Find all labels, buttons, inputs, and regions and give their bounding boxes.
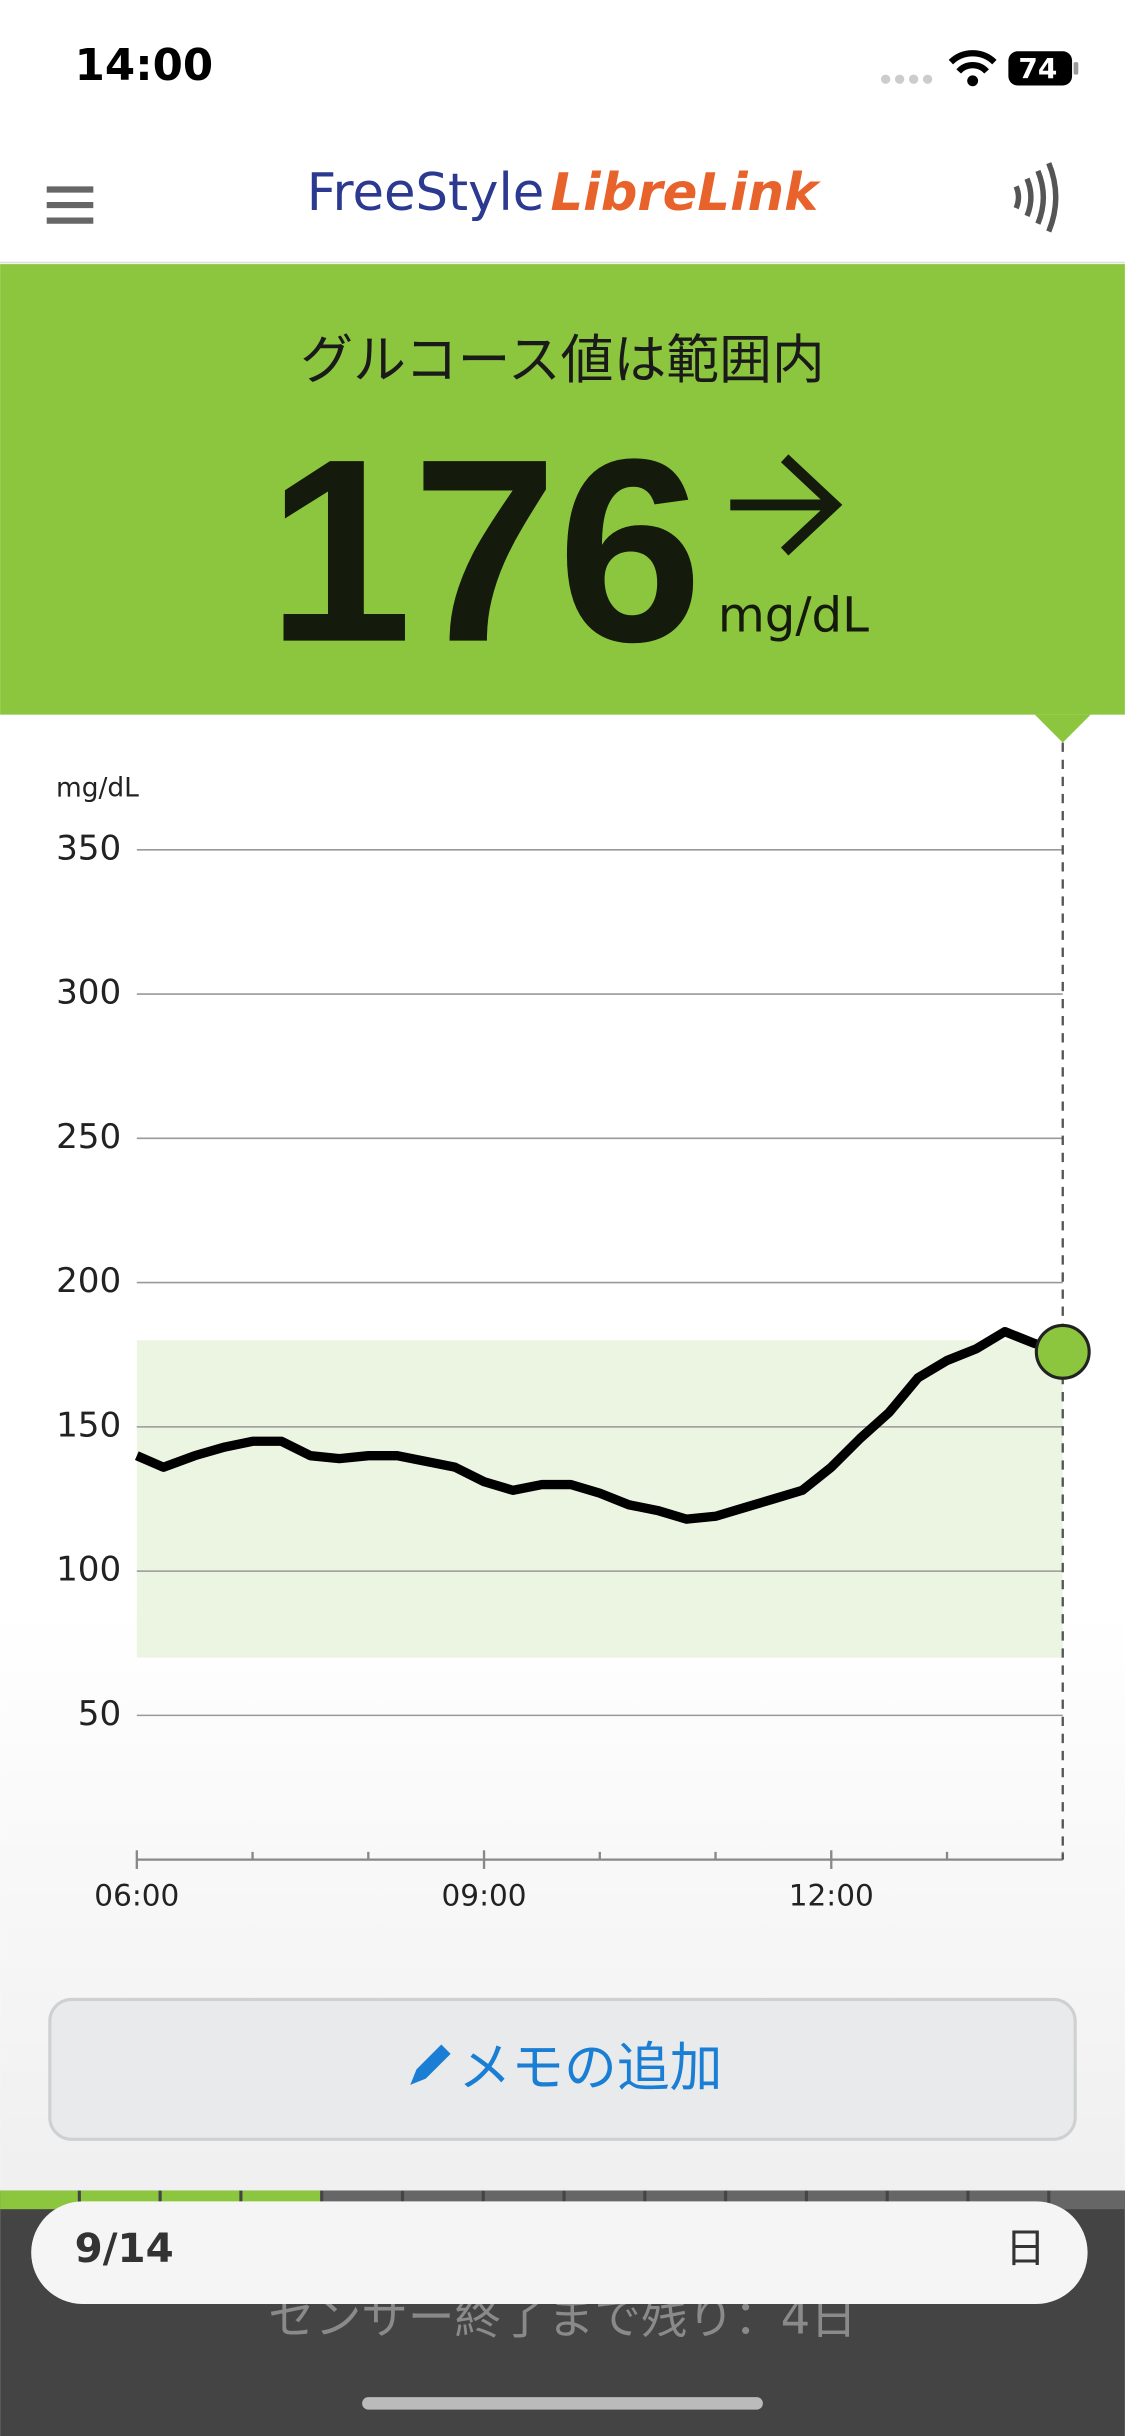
progress-segment (0, 2190, 78, 2210)
y-axis-label: mg/dL (56, 773, 139, 804)
logo-part: LibreLink (550, 163, 821, 223)
glucose-value: 176 (267, 406, 702, 697)
x-tick-label: 12:00 (789, 1878, 874, 1912)
reading-panel (0, 264, 1125, 715)
battery-level: 74 (1018, 52, 1057, 85)
wifi-dot (967, 75, 979, 87)
home-indicator (362, 2397, 763, 2410)
x-tick-label: 09:00 (442, 1878, 527, 1912)
reading-status: グルコース値は範囲内 (300, 330, 824, 391)
glucose-unit: mg/dL (718, 587, 869, 643)
pencil-icon (410, 2044, 451, 2085)
progress-segment (1050, 2190, 1125, 2210)
x-tick-label: 06:00 (94, 1878, 179, 1912)
y-tick-label: 150 (56, 1405, 121, 1445)
memo-button[interactable] (48, 1997, 1077, 2141)
date: 9/14 (75, 2225, 174, 2272)
y-tick-label: 200 (56, 1261, 121, 1301)
period: 日 (1005, 2225, 1045, 2272)
y-tick-label: 350 (56, 828, 121, 868)
scan-icon[interactable] (1013, 162, 1059, 233)
trend-arrow (730, 454, 843, 556)
chart: 50 100 150 200 250 300 350 06:00 09:00 12:00 (56, 742, 1091, 1912)
menu-icon[interactable] (46, 186, 94, 224)
signal-dots (880, 74, 933, 84)
pointer (1034, 714, 1091, 743)
y-tick-label: 100 (56, 1550, 121, 1590)
y-tick-label: 50 (78, 1694, 121, 1734)
memo-button-label[interactable]: メモの追加 (458, 2038, 722, 2099)
battery (1008, 51, 1073, 86)
target-range (136, 1340, 1063, 1658)
y-tick-label: 250 (56, 1117, 121, 1157)
y-tick-label: 300 (56, 973, 121, 1013)
logo-part: FreeStyle (307, 163, 544, 223)
glucose-line (134, 1326, 1065, 1524)
current-point (1034, 1323, 1091, 1380)
date-pill[interactable] (31, 2201, 1088, 2304)
status-time: 14:00 (75, 41, 213, 91)
app-logo: FreeStyle LibreLink (307, 163, 821, 223)
wifi-icon (948, 50, 997, 74)
battery-tip (1073, 62, 1079, 75)
